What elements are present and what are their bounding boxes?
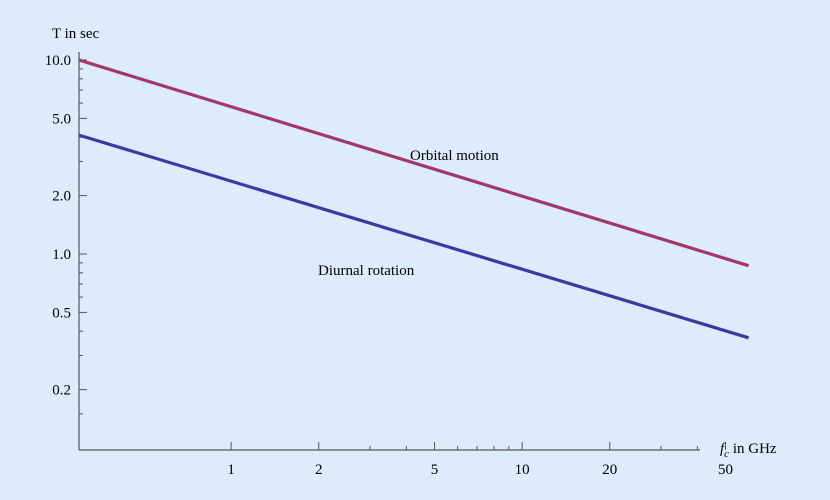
series-label-diurnal-rotation: Diurnal rotation: [318, 263, 415, 279]
series-line-diurnal-rotation: [78, 133, 750, 340]
x-axis-label: fc in GHz: [720, 441, 777, 460]
x-tick-label: 50: [718, 462, 733, 478]
x-axis-label-subscript: c: [724, 448, 729, 460]
x-tick-label: 1: [227, 462, 235, 478]
series-label-orbital-motion: Orbital motion: [410, 148, 499, 164]
y-tick-label: 1.0: [52, 247, 71, 263]
y-tick-label: 0.5: [52, 305, 71, 321]
labels: T in sec fc in GHz Orbital motion Diurna…: [52, 26, 777, 460]
y-tick-label: 10.0: [45, 53, 71, 69]
y-tick-label: 0.2: [52, 383, 71, 399]
series-lines: [78, 58, 750, 340]
x-tick-label: 20: [602, 462, 617, 478]
ticks: 1 2 5 10 20 50 10.0 5.0 2.0 1.0 0.5 0.2: [45, 53, 733, 478]
x-tick-label: 2: [315, 462, 323, 478]
x-tick-label: 5: [431, 462, 439, 478]
x-axis-label-main: f: [720, 441, 726, 457]
y-axis-label: T in sec: [52, 26, 100, 42]
x-tick-label: 10: [515, 462, 530, 478]
y-tick-label: 2.0: [52, 189, 71, 205]
x-axis-label-rest: in GHz: [729, 441, 777, 457]
series-line-orbital-motion: [78, 58, 750, 268]
axes: [78, 52, 700, 451]
y-tick-label: 5.0: [52, 111, 71, 127]
